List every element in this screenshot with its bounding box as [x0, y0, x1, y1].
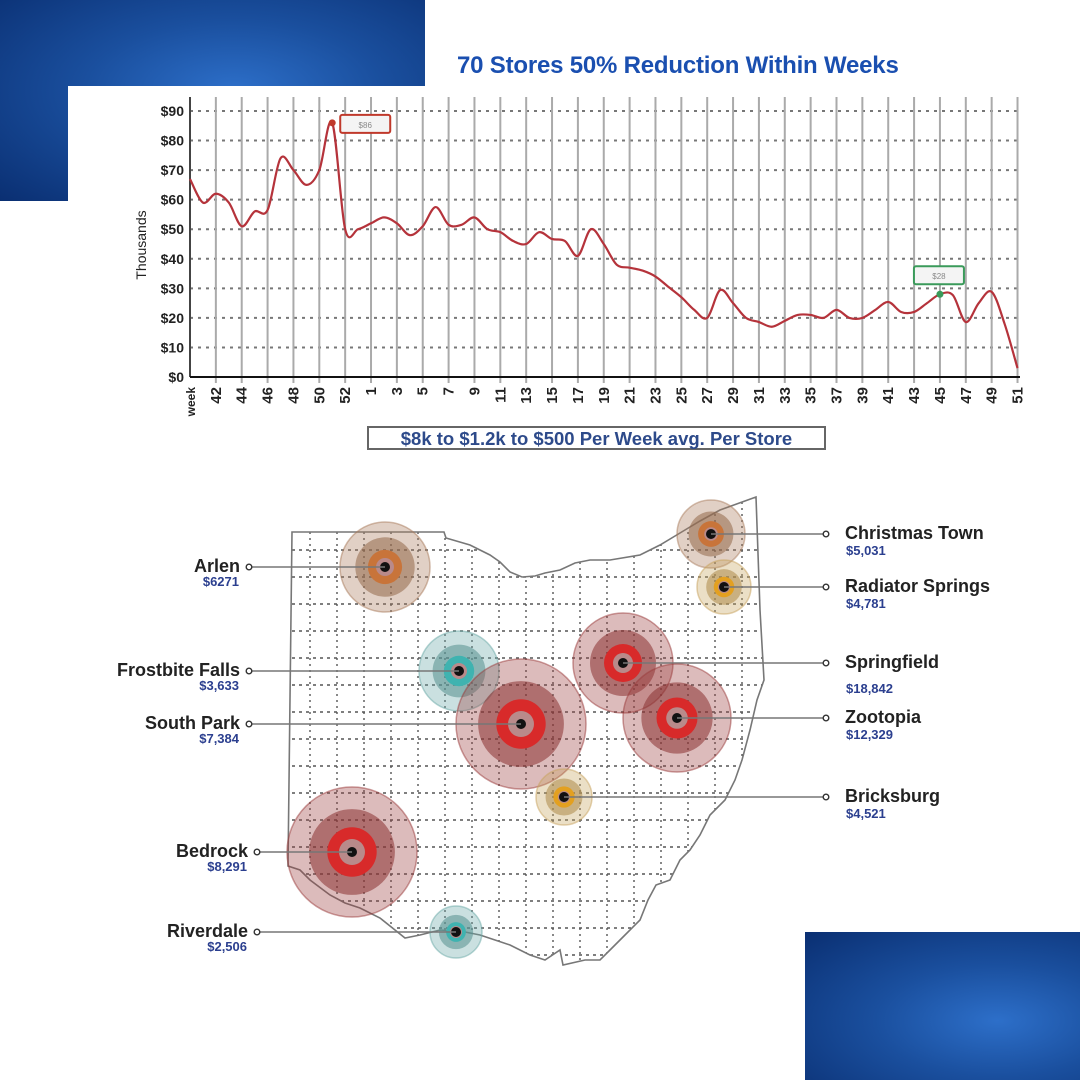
- x-tick-label: 15: [544, 387, 561, 404]
- location-name: Springfield: [845, 652, 939, 672]
- x-tick-label: 44: [234, 386, 251, 403]
- page-title: 70 Stores 50% Reduction Within Weeks: [457, 52, 899, 79]
- x-tick-label: 9: [466, 387, 483, 395]
- annotation-point: [328, 119, 336, 127]
- x-tick-label: 5: [415, 387, 432, 395]
- location-name: Christmas Town: [845, 523, 984, 543]
- location-value: $6271: [202, 574, 239, 589]
- x-tick-label: 42: [208, 387, 225, 404]
- x-tick-label: 48: [285, 387, 302, 404]
- y-tick-label: $40: [161, 251, 185, 267]
- location-value: $18,842: [846, 681, 893, 696]
- x-tick-label: 41: [880, 387, 897, 404]
- leader-dot: [245, 720, 253, 728]
- leader-dot: [822, 659, 830, 667]
- chart-subtitle-box: $8k to $1.2k to $500 Per Week avg. Per S…: [367, 426, 826, 450]
- x-tick-label: 25: [673, 387, 690, 404]
- y-tick-label: $20: [161, 310, 185, 326]
- location-name: Riverdale: [166, 921, 248, 941]
- location-value: $2,506: [207, 939, 247, 954]
- location-name: Frostbite Falls: [116, 660, 240, 680]
- y-tick-label: $50: [161, 221, 185, 237]
- location-name: Zootopia: [845, 707, 921, 727]
- leader-dot: [245, 667, 253, 675]
- leader-dot: [822, 530, 830, 538]
- y-tick-label: $10: [161, 339, 185, 355]
- annotation-callout: [912, 265, 965, 286]
- location-name: South Park: [144, 713, 240, 733]
- y-axis-label: Thousands: [133, 210, 149, 279]
- x-tick-label: 33: [777, 387, 794, 404]
- decorative-blue-block-bottom-right: [805, 932, 1080, 1080]
- location-name: Radiator Springs: [845, 576, 991, 596]
- y-tick-label: $80: [161, 133, 185, 149]
- x-tick-label: 11: [492, 387, 509, 403]
- annotation-point: [936, 290, 944, 298]
- x-tick-label: 13: [518, 387, 535, 404]
- y-tick-label: $30: [161, 280, 185, 296]
- location-value: $5,031: [846, 543, 886, 558]
- x-tick-label: 52: [337, 387, 354, 404]
- location-value: $7,384: [199, 731, 239, 746]
- y-tick-label: $90: [161, 103, 185, 119]
- x-tick-label: 7: [441, 387, 458, 395]
- location-name: Arlen: [193, 556, 240, 576]
- x-tick-label: 39: [854, 387, 871, 404]
- leader-dot: [245, 563, 253, 571]
- x-tick-label: 31: [751, 387, 768, 404]
- x-tick-label: 50: [311, 387, 328, 404]
- leader-dot: [822, 583, 830, 591]
- location-name: Bedrock: [175, 841, 248, 861]
- x-tick-label: 19: [596, 387, 613, 404]
- x-tick-label: 17: [570, 387, 587, 404]
- x-tick-label: 23: [647, 387, 664, 404]
- x-tick-label: 29: [725, 387, 742, 404]
- location-value: $12,329: [846, 727, 893, 742]
- x-tick-label: 3: [389, 387, 406, 395]
- annotation-callout: [339, 113, 392, 134]
- annotation-label: $28: [932, 272, 946, 281]
- location-value: $4,521: [846, 806, 886, 821]
- location-value: $4,781: [846, 596, 886, 611]
- y-tick-label: $60: [161, 192, 185, 208]
- chart-panel: [68, 86, 1080, 466]
- ohio-outline: [287, 495, 765, 966]
- location-value: $3,633: [199, 678, 239, 693]
- x-tick-label: 37: [829, 387, 846, 404]
- annotation-label: $86: [359, 121, 373, 130]
- x-tick-label: 51: [1010, 387, 1027, 404]
- location-value: $8,291: [207, 859, 247, 874]
- x-tick-label: 46: [260, 387, 277, 404]
- leader-dot: [253, 928, 261, 936]
- x-tick-label: 27: [699, 387, 716, 404]
- leader-dot: [253, 848, 261, 856]
- y-tick-label: $0: [168, 369, 184, 385]
- x-tick-label: 49: [984, 387, 1001, 404]
- leader-dot: [822, 714, 830, 722]
- line-chart: $0 $10 $20 $30 $40 $50 $60 $70 $80 $90 week 42 44 46 4…: [133, 97, 1027, 418]
- leader-dot: [822, 793, 830, 801]
- sales-series-line: [189, 120, 1019, 369]
- location-name: Bricksburg: [845, 786, 941, 806]
- x-tick-label: 1: [363, 387, 380, 395]
- x-tick-label: 45: [932, 387, 949, 404]
- x-tick-label: week: [184, 387, 198, 418]
- x-tick-label: 47: [958, 387, 975, 404]
- x-tick-label: 43: [906, 387, 923, 404]
- x-tick-label: 35: [803, 387, 820, 404]
- y-tick-label: $70: [161, 162, 185, 178]
- x-tick-label: 21: [622, 387, 639, 404]
